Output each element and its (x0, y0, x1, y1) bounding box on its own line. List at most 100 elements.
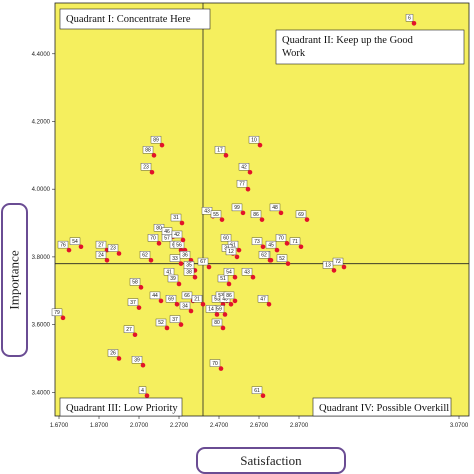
point-label-box (225, 247, 237, 256)
point-label: 76 (60, 242, 66, 248)
point-label: 42 (241, 164, 247, 170)
data-point: 59 (213, 305, 228, 317)
point-label-box (127, 298, 139, 306)
point-label-box (295, 210, 307, 218)
point-marker (176, 281, 182, 287)
point-label-box (138, 386, 147, 394)
point-marker (214, 312, 220, 317)
point-marker (278, 210, 284, 216)
point-label-box (405, 14, 414, 22)
point-label: 39 (134, 357, 140, 363)
point-label: 23 (143, 164, 149, 170)
data-point: 69 (295, 210, 310, 222)
point-label-box (149, 291, 161, 300)
data-point: 54 (223, 268, 238, 280)
point-label: 34 (182, 303, 188, 309)
data-point: 34 (179, 301, 194, 314)
data-point: 12 (225, 247, 240, 260)
point-label-box (107, 244, 119, 252)
point-label-box (69, 237, 81, 245)
point-marker (266, 301, 272, 307)
point-label-box (276, 254, 288, 262)
point-label: 70 (278, 236, 284, 242)
point-marker (158, 298, 164, 304)
x-tick-label: 2.2700 (170, 423, 189, 429)
point-label-box (223, 268, 235, 276)
point-label: 26 (110, 351, 116, 357)
point-label: 46 (164, 229, 170, 235)
data-point: 79 (51, 308, 66, 321)
point-label-box (258, 251, 270, 259)
data-point: 70 (147, 234, 162, 246)
data-point: 52 (276, 254, 291, 266)
point-label: 58 (132, 280, 138, 286)
x-tick-label: 1.8700 (90, 423, 109, 429)
point-marker (223, 153, 229, 158)
point-label: 31 (173, 215, 179, 221)
point-label: 13 (325, 263, 331, 269)
point-label: 56 (176, 242, 182, 248)
point-marker (116, 356, 122, 361)
point-label-box (51, 308, 63, 317)
data-point: 39 (131, 356, 146, 368)
quadrant-label: Quadrant III: Low Priority (66, 403, 178, 414)
point-marker (232, 274, 238, 280)
data-point: 31 (170, 213, 185, 226)
point-label-box (220, 234, 232, 242)
data-point: 26 (107, 349, 122, 361)
point-marker (78, 244, 84, 250)
point-marker (136, 305, 142, 310)
point-label-box (169, 315, 181, 323)
point-label-box (214, 146, 226, 154)
point-marker (240, 210, 246, 216)
data-point: 72 (332, 257, 347, 270)
quadrant-label-box (59, 397, 183, 417)
point-label-box (332, 257, 344, 266)
point-marker (250, 274, 256, 280)
point-marker (284, 241, 290, 246)
point-marker (206, 264, 212, 270)
quadrant-labels: Quadrant I: Concentrate Here Quadrant II:… (59, 8, 465, 417)
point-marker (104, 257, 110, 263)
point-marker (178, 322, 184, 327)
quadrant-bottom-right: Quadrant IV: Possible Overkill (312, 397, 452, 417)
point-label: 62 (261, 252, 267, 258)
data-point: 67 (197, 257, 212, 270)
data-point: 70 (275, 234, 290, 246)
point-label-box (131, 356, 143, 364)
data-point: 77 (236, 179, 251, 192)
point-label: 35 (186, 263, 192, 269)
point-label: 61 (230, 242, 236, 248)
data-point: 17 (214, 146, 229, 158)
quadrant-label-box (275, 29, 465, 65)
point-label: 37 (172, 317, 178, 323)
point-marker (179, 220, 185, 226)
point-label: 71 (292, 239, 298, 245)
point-marker (226, 281, 232, 287)
point-label-box (289, 237, 301, 245)
point-marker (159, 142, 165, 148)
point-label-box (129, 278, 141, 286)
y-tick-label: 4.4000 (32, 52, 51, 58)
point-label: 89 (153, 137, 159, 143)
x-axis-title: Satisfaction (196, 447, 346, 474)
data-point: 80 (211, 318, 226, 331)
point-label-box (211, 318, 223, 327)
point-marker (298, 244, 304, 250)
point-marker (164, 325, 170, 331)
point-marker (66, 247, 72, 253)
point-label-box (241, 268, 253, 276)
point-label: 4 (141, 388, 144, 394)
point-label-box (139, 251, 151, 259)
point-label: 86 (253, 212, 259, 218)
x-tick-label: 2.0700 (130, 423, 149, 429)
point-marker (304, 217, 310, 222)
y-tick-label: 4.2000 (32, 119, 51, 125)
point-label-box (155, 318, 167, 327)
y-tick-label: 3.6000 (32, 323, 51, 329)
point-label: 62 (142, 252, 148, 258)
point-marker (411, 21, 417, 26)
point-label: 23 (110, 246, 116, 252)
point-label-box (209, 359, 221, 367)
point-label-box (147, 234, 159, 242)
